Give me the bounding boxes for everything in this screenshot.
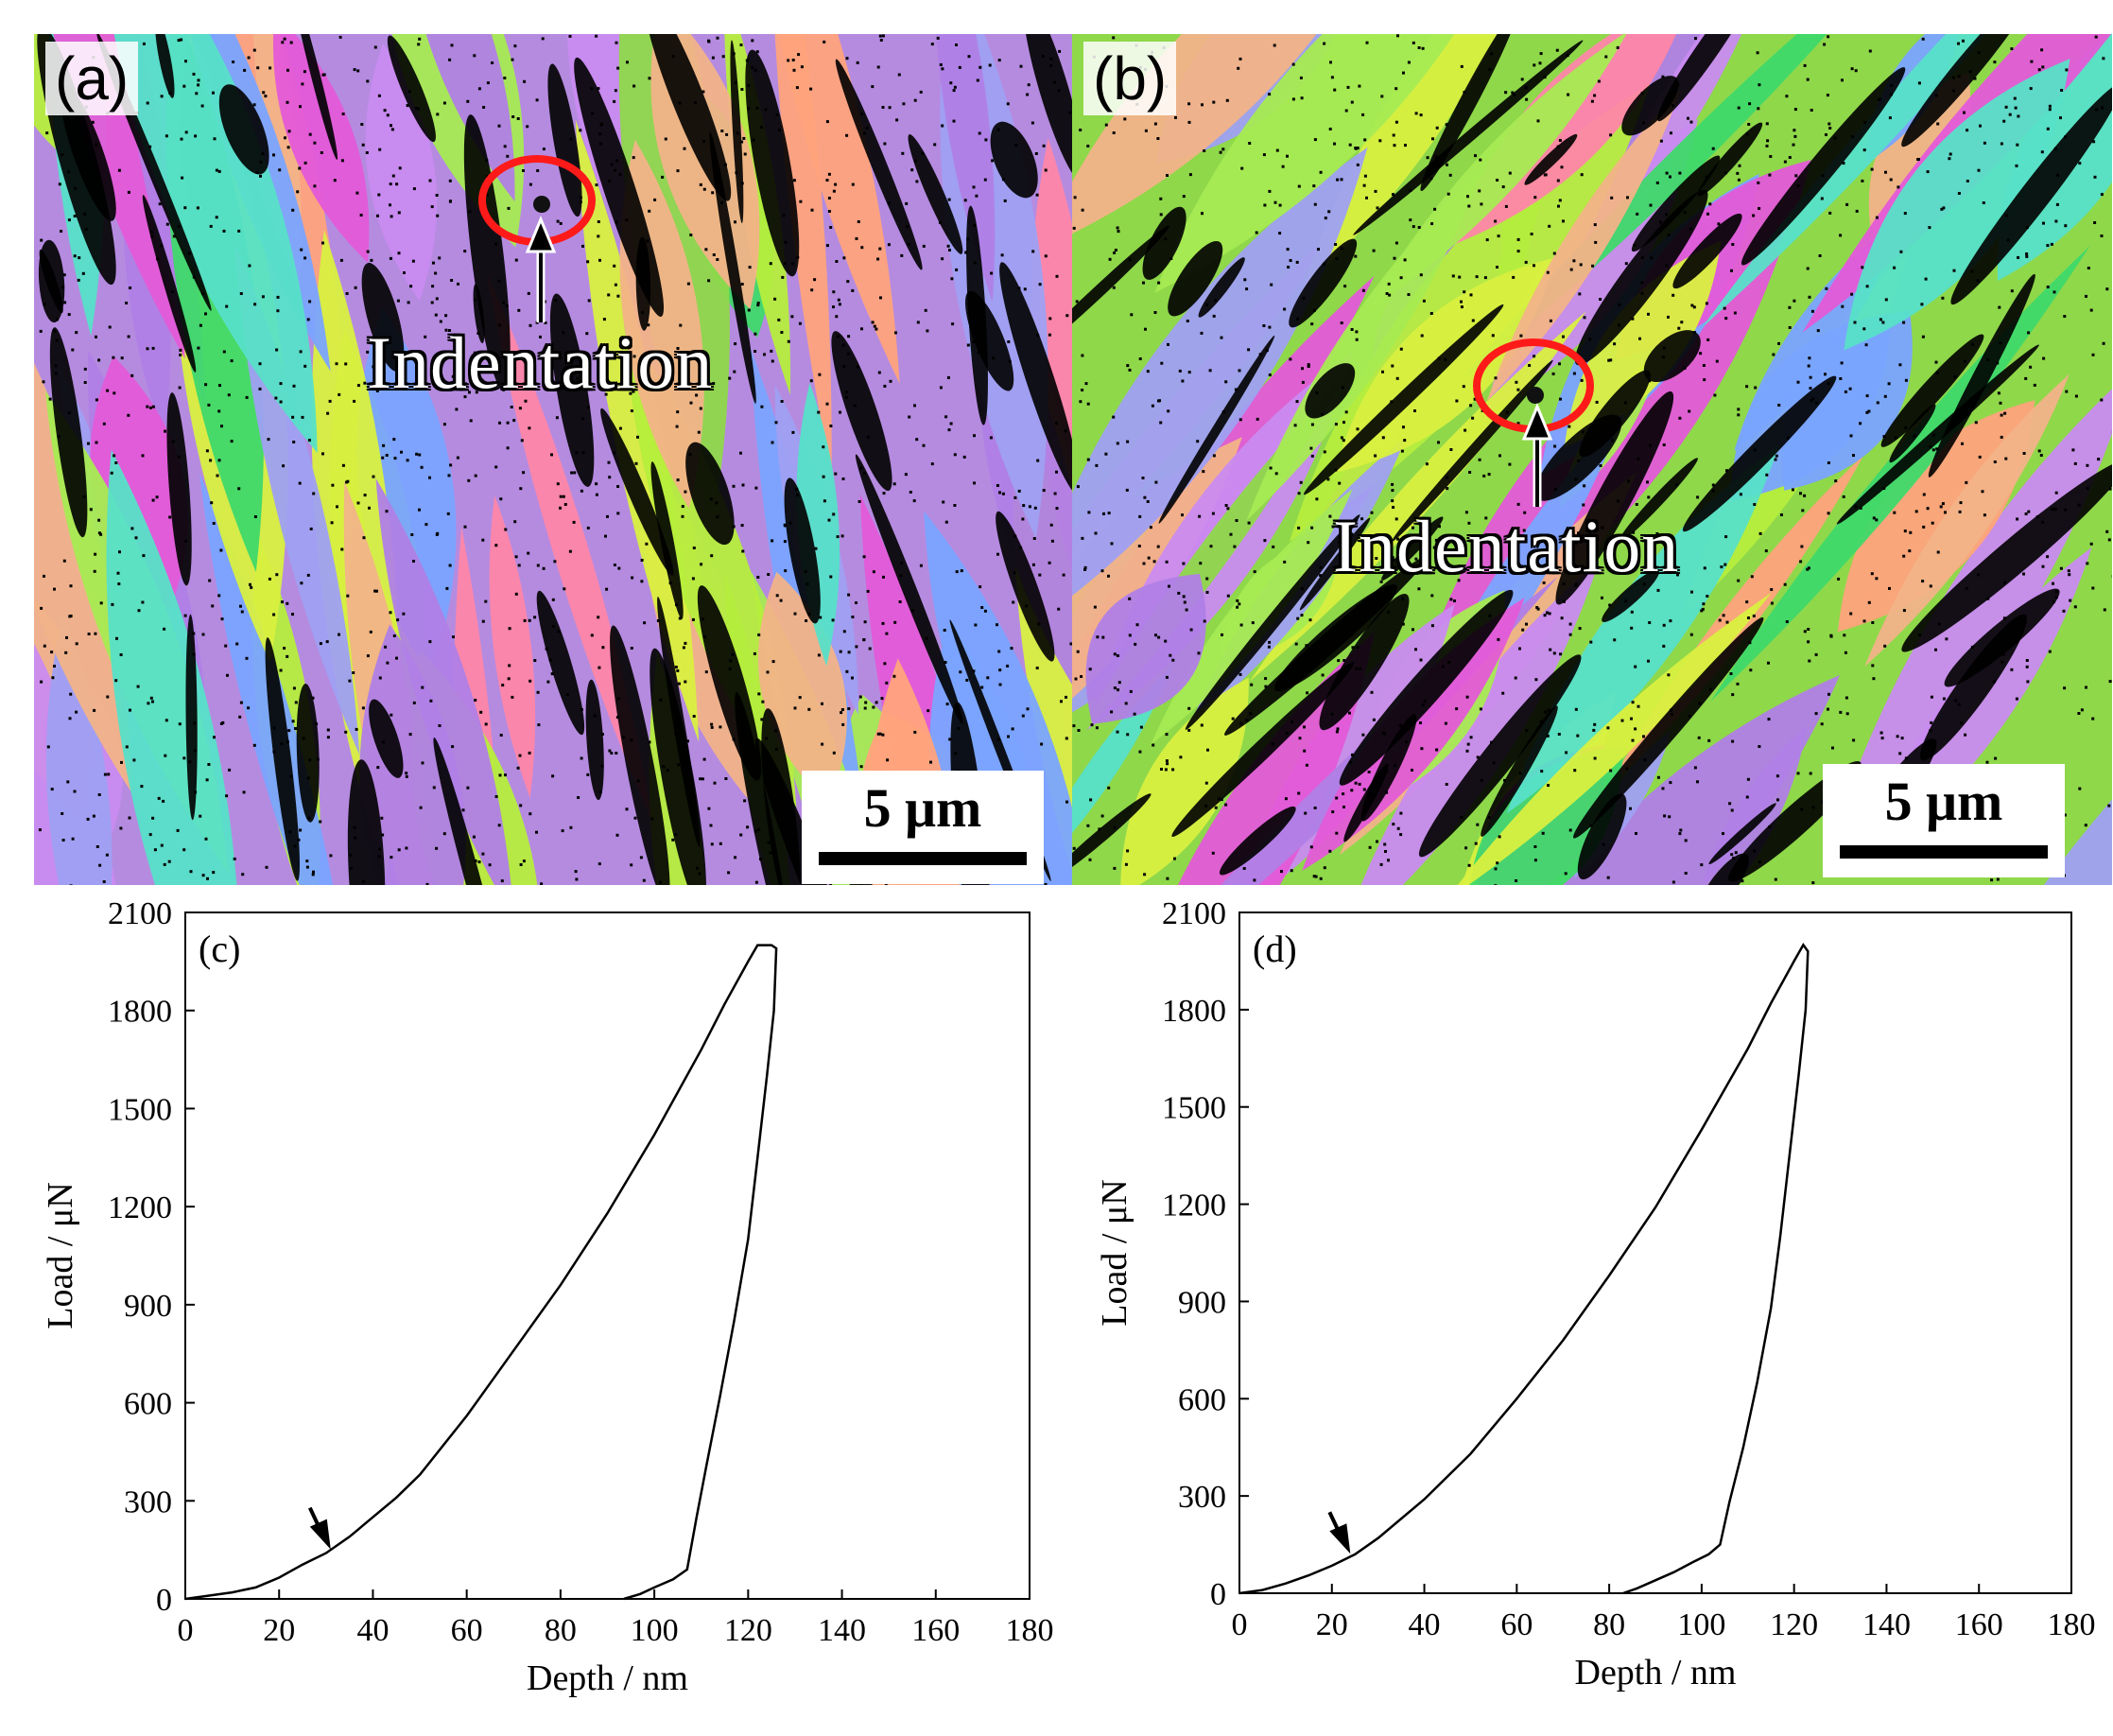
y-tick-label: 1500 <box>1162 1091 1226 1126</box>
y-tick-label: 1200 <box>1162 1189 1226 1224</box>
load-depth-curve-0 <box>185 946 776 1599</box>
x-tick-label: 40 <box>356 1613 389 1648</box>
x-tick-label: 140 <box>1862 1607 1911 1642</box>
x-tick-label: 100 <box>631 1613 679 1648</box>
y-tick-label: 1800 <box>108 995 172 1030</box>
panel-label-a: (a) <box>45 42 138 115</box>
x-tick-label: 20 <box>263 1613 295 1648</box>
x-tick-label: 0 <box>1232 1607 1248 1642</box>
indentation-label-b: Indentation <box>1333 504 1679 589</box>
indentation-label-a: Indentation <box>367 321 713 406</box>
panel-label: (d) <box>1253 928 1297 970</box>
y-tick-label: 1500 <box>108 1092 172 1127</box>
scale-bar-b: 5 μm <box>1823 764 2065 877</box>
y-tick-label: 900 <box>1178 1285 1226 1320</box>
x-tick-label: 60 <box>451 1613 483 1648</box>
x-tick-label: 80 <box>545 1613 577 1648</box>
pop-in-arrow <box>310 1508 331 1550</box>
ebsd-image-a <box>34 34 1074 885</box>
x-tick-label: 0 <box>178 1613 194 1648</box>
pop-in-arrow <box>1329 1512 1350 1554</box>
y-tick-label: 900 <box>124 1289 172 1324</box>
x-axis-label: Depth / nm <box>527 1658 688 1698</box>
y-axis-label: Load / μN <box>41 1182 80 1328</box>
y-tick-label: 300 <box>1178 1480 1226 1515</box>
load-depth-curve-0 <box>1239 945 1808 1593</box>
x-axis-label: Depth / nm <box>1575 1653 1737 1693</box>
y-tick-label: 1800 <box>1162 994 1226 1029</box>
y-tick-label: 1200 <box>108 1190 172 1225</box>
x-tick-label: 120 <box>724 1613 772 1648</box>
plot-frame <box>185 912 1030 1599</box>
x-tick-label: 160 <box>911 1613 960 1648</box>
x-tick-label: 60 <box>1500 1607 1533 1642</box>
y-tick-label: 0 <box>1210 1577 1226 1612</box>
ebsd-image-b <box>1072 34 2112 885</box>
plot-frame <box>1239 912 2071 1593</box>
scale-bar-line-a <box>819 852 1027 865</box>
scale-bar-line-b <box>1840 845 2048 859</box>
y-tick-label: 0 <box>156 1583 172 1618</box>
x-tick-label: 20 <box>1316 1607 1348 1642</box>
y-tick-label: 300 <box>124 1484 172 1519</box>
x-tick-label: 140 <box>818 1613 866 1648</box>
ebsd-map-b: (b) Indentation 5 μm <box>1072 34 2112 885</box>
y-tick-label: 2100 <box>1162 896 1226 931</box>
y-axis-label: Load / μN <box>1095 1179 1134 1326</box>
scale-bar-label-a: 5 μm <box>802 776 1044 840</box>
y-tick-label: 600 <box>124 1387 172 1422</box>
x-tick-label: 160 <box>1955 1607 2003 1642</box>
y-tick-label: 600 <box>1178 1382 1226 1417</box>
x-tick-label: 40 <box>1409 1607 1441 1642</box>
scale-bar-label-b: 5 μm <box>1823 770 2065 833</box>
x-tick-label: 180 <box>2048 1607 2096 1642</box>
panel-label: (c) <box>199 928 240 970</box>
scale-bar-a: 5 μm <box>802 771 1044 884</box>
panel-label-b: (b) <box>1083 42 1176 115</box>
x-tick-label: 180 <box>1006 1613 1054 1648</box>
x-tick-label: 120 <box>1770 1607 1818 1642</box>
ebsd-map-a: (a) Indentation 5 μm <box>34 34 1074 885</box>
y-tick-label: 2100 <box>108 896 172 931</box>
x-tick-label: 80 <box>1593 1607 1625 1642</box>
x-tick-label: 100 <box>1677 1607 1725 1642</box>
